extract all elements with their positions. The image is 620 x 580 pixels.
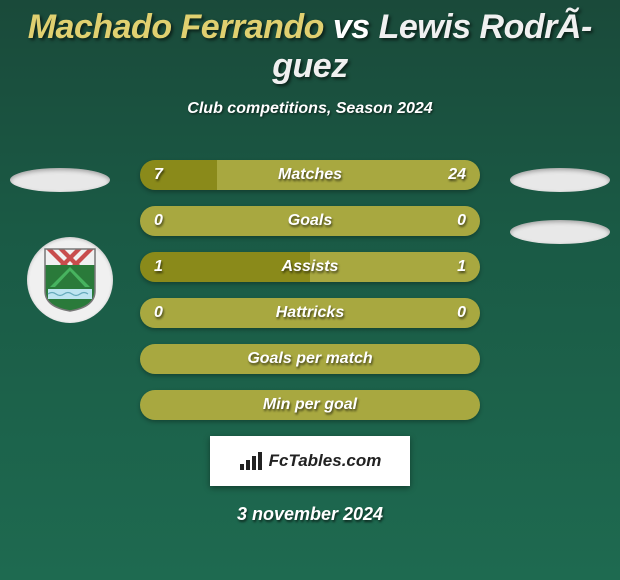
stat-label: Min per goal — [140, 390, 480, 420]
stat-label: Goals per match — [140, 344, 480, 374]
stat-label: Matches — [140, 160, 480, 190]
page-title: Machado Ferrando vs Lewis RodrÃ­guez — [0, 0, 620, 86]
date-text: 3 november 2024 — [0, 504, 620, 525]
stat-row: 724Matches — [140, 160, 480, 190]
brand-text: FcTables.com — [269, 451, 382, 471]
stat-row: 00Hattricks — [140, 298, 480, 328]
brand-chart-icon — [239, 450, 265, 472]
stat-label: Hattricks — [140, 298, 480, 328]
stats-container: 724Matches 00Goals 11Assists 00Hattricks Goa… — [140, 160, 480, 420]
vs-text: vs — [324, 8, 379, 46]
content-area: 724Matches 00Goals 11Assists 00Hattricks Goa… — [0, 160, 620, 525]
player2-avatar-slot-1 — [510, 168, 610, 192]
stat-label: Goals — [140, 206, 480, 236]
stat-row: Goals per match — [140, 344, 480, 374]
stat-label: Assists — [140, 252, 480, 282]
player1-avatar-slot — [10, 168, 110, 192]
player2-avatar-slot-2 — [510, 220, 610, 244]
club-badge — [27, 237, 113, 323]
club-badge-icon — [40, 247, 100, 313]
subtitle: Club competitions, Season 2024 — [0, 100, 620, 118]
stat-row: Min per goal — [140, 390, 480, 420]
stat-row: 00Goals — [140, 206, 480, 236]
stat-row: 11Assists — [140, 252, 480, 282]
player1-name: Machado Ferrando — [28, 8, 324, 46]
brand-box[interactable]: FcTables.com — [210, 436, 410, 486]
